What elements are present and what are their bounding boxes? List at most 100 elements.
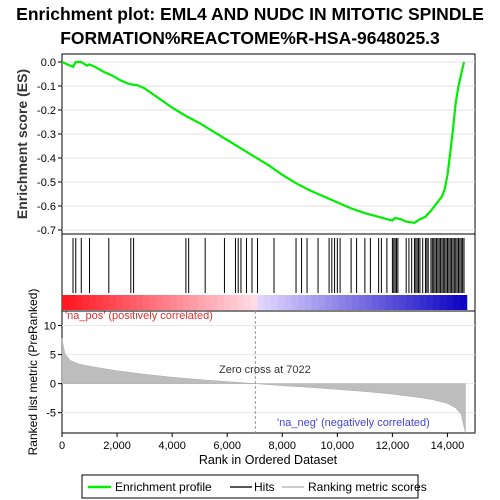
heat-bar-segment xyxy=(419,295,427,310)
x-tick-label: 8,000 xyxy=(269,440,297,452)
heat-bar-segment xyxy=(109,295,117,310)
x-tick-label: 12,000 xyxy=(376,440,410,452)
es-y-tick-label: -0.6 xyxy=(37,201,56,213)
heat-bar-segment xyxy=(102,295,110,310)
heat-bar-segment xyxy=(176,295,184,310)
heat-bar-segment xyxy=(399,295,407,310)
heat-bar-segment xyxy=(169,295,178,310)
heat-bar-segment xyxy=(129,295,137,310)
heat-bar-segment xyxy=(196,295,205,310)
heat-bar-segment xyxy=(385,295,394,310)
heat-bar-segment xyxy=(372,295,380,310)
metric-pos-label: 'na_pos' (positively correlated) xyxy=(65,310,213,322)
heat-bar-segment xyxy=(379,295,387,310)
es-y-tick-label: -0.5 xyxy=(37,177,56,189)
heat-bar-segment xyxy=(392,295,400,310)
heat-bar-segment xyxy=(318,295,326,310)
metric-y-tick-label: 10 xyxy=(44,321,56,333)
es-gridlines xyxy=(62,61,475,231)
x-tick-label: 2,000 xyxy=(103,440,131,452)
heat-bar-segment xyxy=(331,295,340,310)
heat-bar-segment xyxy=(453,295,461,310)
metric-y-axis-label: Ranked list metric (PreRanked) xyxy=(26,289,40,456)
heat-bar-segment xyxy=(203,295,211,310)
x-tick-label: 6,000 xyxy=(213,440,241,452)
chart-title: Enrichment plot: EML4 AND NUDC IN MITOTI… xyxy=(0,2,500,50)
heat-bar-segment xyxy=(244,295,252,310)
enrichment-profile-line xyxy=(61,60,466,224)
legend: Enrichment profile Hits Ranking metric s… xyxy=(81,474,427,499)
heat-bar-segment xyxy=(412,295,421,310)
heat-bar-segment xyxy=(82,295,90,310)
rank-heat-bar xyxy=(62,295,468,310)
heat-bar-segment xyxy=(264,295,272,310)
heat-bar-segment xyxy=(352,295,360,310)
heat-bar-segment xyxy=(210,295,218,310)
heat-bar-segment xyxy=(358,295,367,310)
es-y-tick-label: -0.4 xyxy=(37,153,56,165)
heat-bar-segment xyxy=(446,295,454,310)
heat-bar-segment xyxy=(365,295,373,310)
heat-bar-segment xyxy=(284,295,292,310)
title-line-2: FORMATION%REACTOME%R-HSA-9648025.3 xyxy=(60,28,440,48)
heat-bar-segment xyxy=(304,295,313,310)
heat-bar-segment xyxy=(325,295,333,310)
metric-y-tick-label: -5 xyxy=(46,408,56,420)
metric-y-ticks: 10 5 0 -5 xyxy=(44,321,62,420)
es-y-tick-label: -0.7 xyxy=(37,225,56,237)
hit-markers xyxy=(72,238,465,293)
es-y-tick-label: 0.0 xyxy=(41,57,56,69)
heat-bar-segment xyxy=(237,295,245,310)
heat-bar-segment xyxy=(439,295,448,310)
ranking-metric-area xyxy=(61,338,466,434)
x-tick-label: 0 xyxy=(59,440,65,452)
x-tick-label: 4,000 xyxy=(158,440,186,452)
heat-bar-segment xyxy=(223,295,232,310)
legend-metric-label: Ranking metric scores xyxy=(308,480,427,494)
heat-bar-segment xyxy=(257,295,265,310)
zero-cross-label: Zero cross at 7022 xyxy=(219,364,311,376)
heat-bar-segment xyxy=(250,295,259,310)
metric-y-tick-label: 5 xyxy=(50,350,56,362)
legend-hits-label: Hits xyxy=(254,480,275,494)
heat-bar-segment xyxy=(298,295,306,310)
heat-bar-segment xyxy=(156,295,164,310)
heat-bar-segment xyxy=(136,295,144,310)
metric-y-tick-label: 0 xyxy=(50,379,56,391)
heat-bar-segment xyxy=(338,295,346,310)
heat-bar-segment xyxy=(271,295,279,310)
heat-bar-segment xyxy=(406,295,414,310)
heat-bar-segment xyxy=(277,295,286,310)
es-y-tick-label: -0.1 xyxy=(37,81,56,93)
es-y-tick-label: -0.3 xyxy=(37,129,56,141)
heat-bar-segment xyxy=(433,295,441,310)
heat-bar-segment xyxy=(311,295,319,310)
heat-bar-segment xyxy=(291,295,299,310)
heat-bar-segment xyxy=(62,295,70,310)
es-y-ticks: 0.0 -0.1 -0.2 -0.3 -0.4 -0.5 -0.6 -0.7 xyxy=(37,57,62,237)
x-tick-label: 14,000 xyxy=(431,440,465,452)
heat-bar-segment xyxy=(163,295,171,310)
title-line-1: Enrichment plot: EML4 AND NUDC IN MITOTI… xyxy=(16,4,484,24)
heat-bar-segment xyxy=(149,295,157,310)
x-axis-label: Rank in Ordered Dataset xyxy=(199,453,338,467)
heat-bar-segment xyxy=(230,295,238,310)
heat-bar-segment xyxy=(115,295,124,310)
heat-bar-segment xyxy=(95,295,103,310)
heat-bar-segment xyxy=(190,295,198,310)
es-y-tick-label: -0.2 xyxy=(37,105,56,117)
heat-bar-segment xyxy=(75,295,83,310)
heat-bar-segment xyxy=(426,295,434,310)
es-y-axis-label: Enrichment score (ES) xyxy=(14,69,30,219)
heat-bar-segment xyxy=(142,295,151,310)
legend-enrichment-label: Enrichment profile xyxy=(115,480,212,494)
heat-bar-segment xyxy=(345,295,353,310)
heat-bar-segment xyxy=(88,295,97,310)
heat-bar-segment xyxy=(183,295,191,310)
x-axis-ticks: 0 2,000 4,000 6,000 8,000 10,000 12,000 14,000 xyxy=(59,433,464,452)
heat-bar-segment xyxy=(122,295,130,310)
heat-bar-segment xyxy=(217,295,225,310)
heat-bar-segment xyxy=(68,295,76,310)
heat-bar-segment xyxy=(459,295,468,310)
